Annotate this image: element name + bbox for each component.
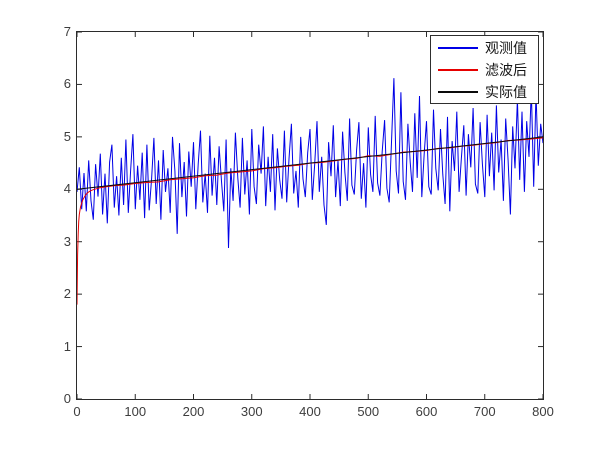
legend-line-sample-filtered [438, 68, 478, 71]
legend-label-actual: 实际值 [485, 83, 527, 100]
y-tick-label: 6 [63, 76, 71, 92]
x-tick-label: 500 [357, 404, 380, 419]
y-tick-label: 3 [63, 233, 71, 249]
x-tick-label: 300 [240, 404, 263, 419]
legend-label-observed: 观测值 [485, 39, 527, 56]
legend-row-actual: 实际值 [431, 81, 538, 102]
x-tick-label: 600 [415, 404, 438, 419]
series-实际值 [77, 136, 543, 190]
x-tick-label: 200 [182, 404, 205, 419]
x-tick-label: 700 [473, 404, 496, 419]
y-tick-label: 4 [63, 181, 71, 197]
x-tick-label: 100 [124, 404, 147, 419]
x-tick-label: 0 [73, 404, 81, 419]
y-tick-label: 7 [63, 24, 71, 39]
legend-line-sample-observed [438, 46, 478, 49]
y-tick-label: 1 [63, 338, 71, 354]
plot-svg [77, 32, 543, 399]
x-tick-label: 800 [532, 404, 554, 419]
legend: 观测值 滤波后 实际值 [430, 35, 539, 104]
legend-row-filtered: 滤波后 [431, 59, 538, 80]
legend-row-observed: 观测值 [431, 37, 538, 58]
x-tick-label: 400 [299, 404, 321, 419]
legend-label-filtered: 滤波后 [485, 61, 527, 78]
y-tick-label: 0 [63, 391, 71, 406]
y-tick-label: 2 [63, 286, 71, 302]
y-tick-label: 5 [63, 128, 71, 144]
legend-line-sample-actual [438, 90, 478, 93]
series-观测值 [77, 78, 543, 249]
